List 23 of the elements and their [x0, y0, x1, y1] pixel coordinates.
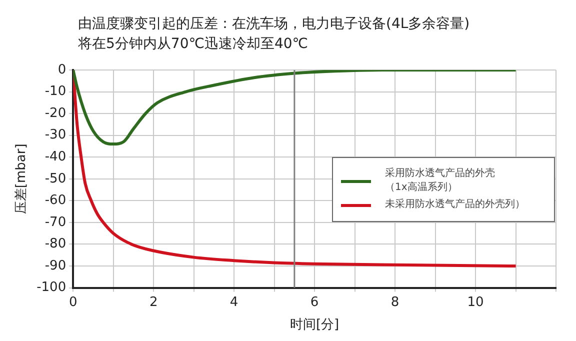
x-tick-label: 8 [390, 294, 400, 310]
y-tick-label: -50 [44, 171, 66, 186]
y-tick-label: -20 [44, 106, 66, 121]
legend-label: 采用防水透气产品的外壳（1x高温系列） [385, 167, 495, 195]
y-tick-label: -90 [44, 258, 66, 274]
y-tick-label: 0 [58, 62, 66, 78]
y-tick-label: -100 [36, 280, 66, 296]
y-axis-title: 压差[mbar] [14, 144, 30, 214]
x-tick-label: 10 [467, 294, 484, 310]
y-tick-label: -10 [44, 84, 66, 100]
x-tick-label: 6 [310, 294, 319, 310]
x-tick-label: 0 [68, 294, 78, 310]
y-tick-label: -40 [44, 149, 66, 164]
line-series [73, 70, 518, 146]
y-tick-label: -80 [44, 236, 66, 252]
legend-label: 未采用防水透气产品的外壳列） [385, 198, 525, 212]
y-tick-label: -30 [44, 128, 66, 143]
x-tick-label: 2 [149, 294, 158, 310]
x-tick-label: 4 [230, 294, 238, 310]
y-tick-label: -60 [44, 193, 66, 208]
x-axis-title: 时间[分] [290, 318, 340, 333]
y-tick-label: -70 [44, 214, 66, 230]
chart-title: 由温度骤变引起的压差：在洗车场，电力电子设备(4L多余容量) 将在5分钟内从70℃迅速冷却至40℃ [78, 15, 470, 54]
